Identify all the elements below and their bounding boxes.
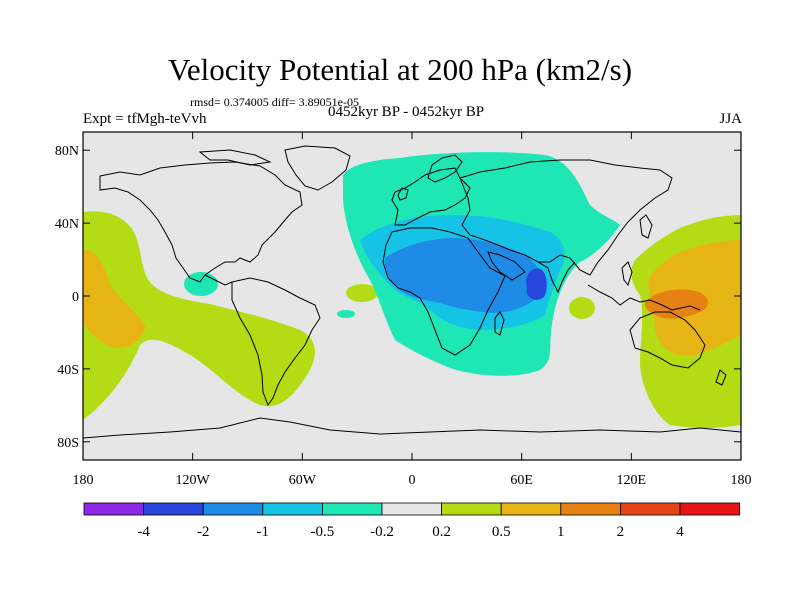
colorbar-swatch [679,502,740,516]
coastline-antarctica [83,417,741,439]
coastline-europe [391,167,471,226]
contour-east-pacific-positive [83,211,315,420]
lat-tick-label: 80S [57,436,79,451]
period-label: 0452kyr BP - 0452kyr BP [327,104,485,120]
contour-arabian-sea-core [526,268,547,300]
colorbar-label: -1 [257,524,270,540]
coastline-africa [382,227,506,356]
lat-tick-label: 40N [55,217,79,232]
lon-tick-label: 60E [510,473,533,488]
colorbar-label: 2 [617,524,625,540]
lat-tick-label: 40S [57,363,79,378]
lat-tick-label: 80N [55,144,79,159]
contour-atlantic-positive [346,284,378,302]
coastline-scandinavia [427,154,463,183]
lon-tick-label: 60W [289,473,317,488]
coastline-australia [629,311,706,369]
coastline-madagascar [494,311,505,336]
colorbar-swatch [202,502,264,516]
colorbar-swatch [441,502,502,516]
colorbar-swatch [83,502,144,516]
colorbar-swatch [321,502,383,516]
colorbar-label: -0.2 [370,524,394,540]
colorbar-swatch [262,502,323,516]
rmsd-subtitle: rmsd= 0.374005 diff= 3.89051e-05 [190,95,359,109]
map-title: Velocity Potential at 200 hPa (km2/s) [167,52,633,87]
contour-caribbean-negative [184,272,218,296]
colorbar-label: -0.5 [311,524,335,540]
colorbar: -4 -2 -1 -0.5 -0.2 0.2 0.5 1 2 4 [83,502,740,540]
lon-tick-label: 120W [176,473,211,488]
coastline-philippines [621,261,633,287]
coastline-se-asia-islands [587,284,701,311]
coastline-new-zealand [715,369,727,386]
season-label: JJA [719,111,742,127]
colorbar-label: 4 [676,524,684,540]
coastline-arctic-islands [198,149,272,166]
longitude-axis: 180 120W 60W 0 60E 120E 180 [73,132,752,488]
latitude-axis: 80N 40N 0 40S 80S [55,144,741,451]
contour-west-pacific-dark [644,289,709,319]
coastlines [83,145,741,439]
contour-indian-positive [569,297,595,319]
colorbar-label: -4 [137,524,150,540]
colorbar-swatch [143,502,204,516]
colorbar-label: -2 [197,524,210,540]
coastline-japan [639,214,653,239]
colorbar-label: 1 [557,524,565,540]
colorbar-swatch [620,502,681,516]
coastline-north-america [99,161,303,283]
coastline-india [537,261,576,294]
colorbar-swatch [560,502,621,516]
coastline-greenland [284,145,351,191]
lat-tick-label: 0 [72,290,79,305]
colorbar-label: 0.2 [432,524,451,540]
experiment-label: Expt = tfMgh-teVvh [83,111,207,127]
colorbar-swatch [381,502,442,516]
coastline-british-isles [397,187,409,201]
colorbar-swatch [500,502,562,516]
colorbar-label: 0.5 [492,524,511,540]
lon-tick-label: 180 [731,473,752,488]
coastline-arabia [487,251,526,281]
coastline-south-america [231,277,321,407]
coastline-asia [459,159,673,276]
contour-east-pacific-orange [83,249,145,348]
map-plot-area [83,132,741,460]
contour-brazil-negative [337,310,355,318]
lon-tick-label: 120E [617,473,647,488]
coastline-central-america [204,274,233,286]
lon-tick-label: 180 [73,473,94,488]
lon-tick-label: 0 [409,473,416,488]
